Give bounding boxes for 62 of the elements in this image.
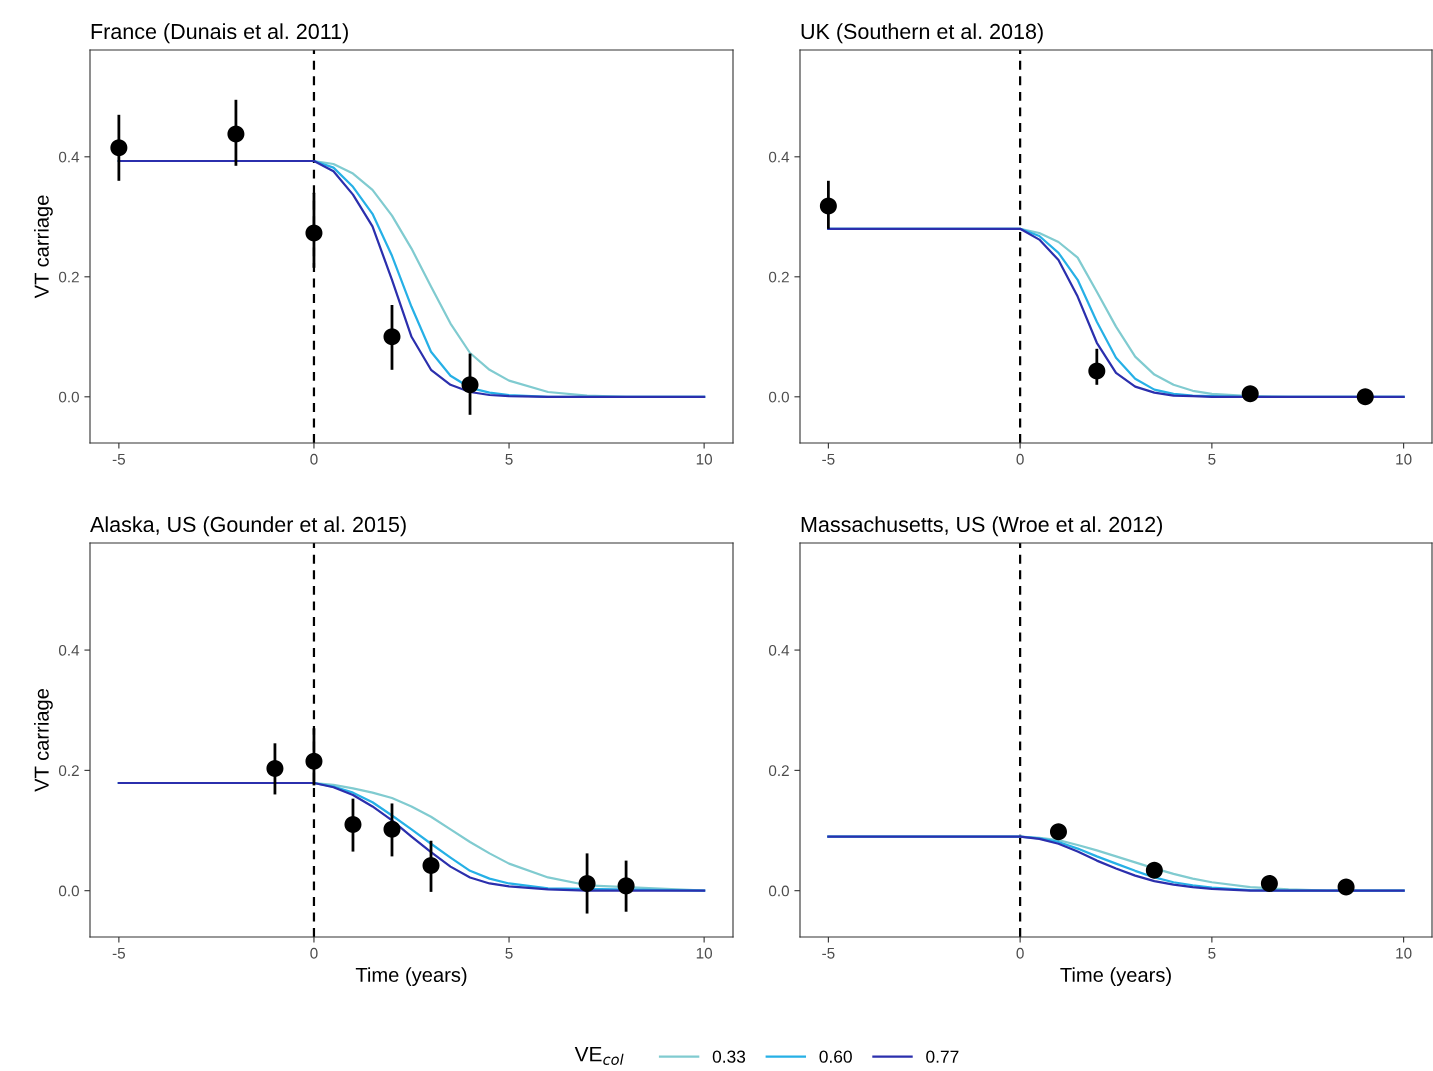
x-tick-label: -5: [112, 453, 126, 465]
x-tick-label: 10: [1396, 947, 1412, 959]
point: [1241, 385, 1259, 403]
x-tick-label: 10: [1396, 453, 1412, 465]
legend-label: 0.60: [819, 1050, 852, 1063]
y-axis-title: VT carriage: [34, 689, 53, 792]
point: [617, 877, 635, 895]
point: [266, 760, 284, 778]
y-axis-title: VT carriage: [34, 195, 53, 299]
point: [1337, 878, 1355, 896]
point: [1260, 874, 1278, 892]
x-tick-label: 0: [1016, 453, 1024, 465]
point: [305, 224, 323, 242]
x-tick-label: 10: [696, 453, 713, 465]
y-tick-label: 0.4: [58, 151, 80, 163]
x-tick-label: 0: [310, 947, 318, 959]
point: [461, 376, 479, 394]
chart-title: Alaska, US (Gounder et al. 2015): [90, 516, 406, 537]
y-tick-label: 0.2: [58, 765, 79, 777]
x-tick-label: 10: [696, 947, 713, 959]
point: [819, 197, 837, 215]
line-series: [117, 781, 706, 892]
x-tick-label: 5: [1208, 947, 1216, 959]
y-tick-label: 0.4: [58, 644, 80, 656]
x-tick-label: 0: [1016, 947, 1024, 959]
point: [1145, 861, 1163, 879]
x-tick-label: 5: [505, 453, 513, 465]
x-axis-title: Time (years): [1060, 967, 1171, 986]
point: [422, 856, 440, 874]
point: [1088, 362, 1106, 380]
y-tick-label: 0.2: [768, 765, 789, 777]
line-series: [117, 159, 706, 398]
x-tick-label: 0: [310, 453, 318, 465]
legend-title: VE$_{col}$: [574, 1047, 624, 1065]
y-tick-label: 0.0: [768, 885, 789, 897]
point: [383, 328, 401, 346]
x-tick-label: -5: [822, 453, 835, 465]
x-tick-label: -5: [822, 947, 835, 959]
y-tick-label: 0.2: [58, 271, 79, 283]
y-tick-label: 0.0: [768, 391, 789, 403]
point: [227, 125, 245, 143]
point: [1356, 388, 1374, 406]
point: [110, 139, 128, 157]
point: [578, 874, 596, 892]
y-tick-label: 0.2: [768, 271, 789, 283]
legend-label: 0.77: [926, 1050, 959, 1063]
x-tick-label: 5: [1208, 453, 1216, 465]
legend-label: 0.33: [712, 1050, 746, 1063]
chart-title: UK (Southern et al. 2018): [801, 23, 1043, 44]
point: [383, 820, 401, 838]
point: [305, 752, 323, 770]
x-tick-label: -5: [112, 947, 126, 959]
y-tick-label: 0.4: [768, 151, 790, 163]
chart-title: France (Dunais et al. 2011): [91, 23, 348, 44]
chart-title: Massachusetts, US (Wroe et al. 2012): [801, 516, 1163, 537]
x-tick-label: 5: [505, 947, 513, 959]
point: [1049, 823, 1067, 841]
point: [344, 816, 362, 834]
y-tick-label: 0.0: [58, 391, 79, 403]
y-tick-label: 0.0: [58, 885, 79, 897]
y-tick-label: 0.4: [768, 644, 790, 656]
x-axis-title: Time (years): [355, 967, 467, 986]
